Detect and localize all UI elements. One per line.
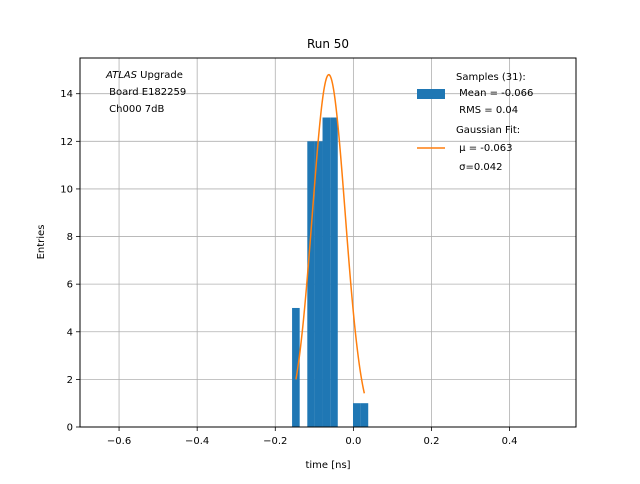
histogram-bar — [292, 307, 300, 427]
legend-gaussian-line-3: σ=0.042 — [456, 162, 503, 173]
x-axis-label: time [ns] — [305, 460, 350, 471]
annotation-atlas: ATLAS — [105, 70, 138, 81]
legend-gaussian-line-2: μ = -0.063 — [456, 143, 513, 154]
legend: Samples (31): Mean = -0.066 RMS = 0.04 G… — [417, 72, 533, 173]
x-tick-label: 0.0 — [345, 436, 361, 447]
x-tick-label: 0.2 — [424, 436, 440, 447]
y-tick-label: 8 — [67, 232, 73, 243]
legend-samples-line-1: Samples (31): — [456, 72, 526, 83]
annotation-line-1: ATLAS Upgrade — [105, 70, 183, 81]
plot-frame — [79, 57, 577, 428]
annotation-upgrade: Upgrade — [137, 70, 183, 81]
y-tick-label: 0 — [67, 423, 73, 434]
legend-samples-line-2: Mean = -0.066 — [456, 88, 533, 99]
legend-samples-line-3: RMS = 0.04 — [456, 105, 518, 116]
x-tick-label: −0.2 — [263, 436, 287, 447]
histogram-bar — [314, 141, 323, 428]
y-tick-label: 2 — [67, 375, 73, 386]
y-axis-label: Entries — [36, 225, 47, 260]
histogram-bar — [360, 403, 369, 427]
histogram-bar — [307, 141, 315, 428]
x-tick-label: −0.6 — [107, 436, 131, 447]
histogram-bar — [330, 117, 338, 428]
y-tick-label: 14 — [60, 89, 73, 100]
atlas-annotation: ATLAS Upgrade Board E182259 Ch000 7dB — [105, 70, 186, 115]
x-tick-label: 0.4 — [502, 436, 518, 447]
y-tick-label: 4 — [67, 327, 73, 338]
x-axis-ticks: −0.6 −0.4 −0.2 0.0 0.2 0.4 — [107, 427, 518, 447]
annotation-line-2: Board E182259 — [106, 87, 186, 98]
legend-gaussian-line-1: Gaussian Fit: — [456, 125, 520, 136]
histogram-bars — [292, 117, 369, 428]
gaussian-curve-layer — [295, 73, 366, 394]
y-tick-label: 6 — [67, 280, 73, 291]
gaussian-fit-line — [295, 73, 366, 394]
y-axis-ticks: 0 2 4 6 8 10 12 14 — [60, 89, 80, 434]
chart-title: Run 50 — [307, 37, 349, 51]
annotation-line-3: Ch000 7dB — [106, 104, 164, 115]
histogram-bar — [352, 403, 361, 427]
y-tick-label: 12 — [60, 137, 73, 148]
histogram-bar — [322, 117, 331, 428]
x-tick-label: −0.4 — [185, 436, 209, 447]
y-tick-label: 10 — [60, 184, 73, 195]
legend-samples-swatch — [417, 89, 445, 99]
